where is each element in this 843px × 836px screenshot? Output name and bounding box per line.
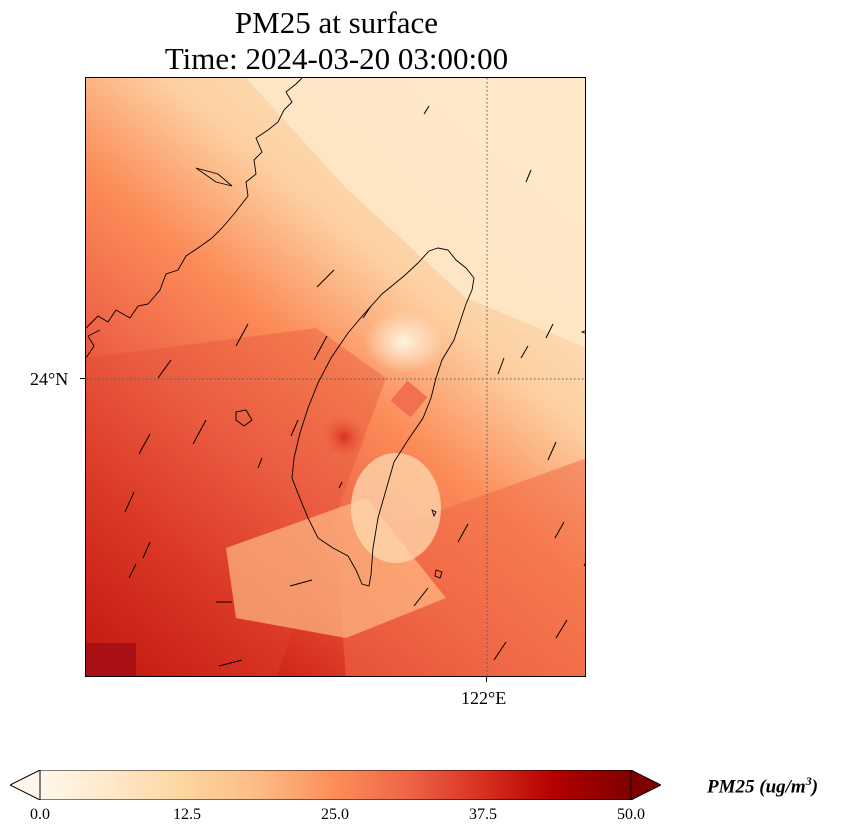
map-canvas: [86, 78, 585, 676]
wind-arrow: [413, 587, 429, 607]
wind-arrow: [497, 357, 505, 375]
figure-title: PM25 at surface: [234, 5, 439, 40]
wind-arrow: [235, 323, 249, 347]
island-penghu: [235, 409, 253, 427]
wind-arrow: [218, 659, 243, 667]
wind-arrow: [423, 105, 430, 115]
hot-spot-west: [310, 404, 378, 470]
colorbar-extend-min: [10, 770, 41, 800]
wind-arrow: [547, 441, 557, 461]
wind-arrow: [457, 523, 469, 543]
china-coastline: [86, 78, 303, 329]
wind-arrow: [128, 563, 137, 579]
wind-arrow: [583, 562, 585, 567]
taiwan-coastline: [291, 247, 475, 587]
island-east: [580, 330, 585, 334]
colorbar-tick-label: 37.5: [469, 806, 497, 823]
wind-arrow: [525, 169, 532, 183]
colorbar-tick-label: 50.0: [617, 806, 645, 823]
lat-tick-mark: [80, 378, 85, 379]
island-pingtan: [195, 167, 233, 187]
hot-spot-southwest: [86, 643, 136, 676]
colorbar-tick-label: 0.0: [30, 806, 50, 823]
lat-tick-label: 24°N: [30, 369, 69, 389]
wind-arrow: [257, 457, 263, 469]
wind-arrow: [493, 641, 507, 661]
wind-arrow: [545, 323, 554, 339]
coast-fragment: [86, 329, 101, 359]
wind-arrow: [313, 335, 328, 361]
wind-arrow: [554, 521, 565, 539]
map-panel: [85, 77, 586, 677]
wind-arrow: [142, 541, 151, 559]
hot-spot-east: [390, 380, 428, 418]
wind-arrow: [157, 359, 172, 379]
colorbar-label: PM25 (ug/m3): [707, 774, 819, 798]
low-concentration-area: [246, 78, 585, 348]
island-green: [431, 509, 437, 518]
wind-arrow: [138, 433, 151, 455]
wind-arrow: [124, 491, 135, 513]
low-spot-north: [364, 310, 444, 374]
figure-subtitle: Time: 2024-03-20 03:00:00: [164, 41, 509, 76]
wind-arrow: [192, 419, 207, 445]
wind-arrow: [555, 619, 568, 639]
wind-arrow: [338, 481, 343, 489]
lon-tick-mark: [486, 677, 487, 682]
plume-core: [86, 328, 386, 676]
island-orchid: [434, 569, 443, 579]
colorbar-tick-label: 25.0: [321, 806, 349, 823]
wind-vectors: [124, 105, 585, 667]
wind-arrow: [362, 305, 372, 319]
colorbar: [10, 770, 661, 800]
colorbar-tick-label: 12.5: [173, 806, 201, 823]
colorbar-extend-max: [630, 770, 661, 800]
wind-arrow: [520, 345, 529, 359]
colorbar-gradient: [39, 770, 632, 800]
wind-arrow: [316, 269, 335, 288]
wind-arrow: [289, 579, 313, 587]
lon-tick-label: 122°E: [461, 688, 507, 708]
southeast-zone: [336, 458, 585, 676]
wind-arrow: [290, 419, 299, 437]
low-spot-central: [351, 453, 441, 563]
